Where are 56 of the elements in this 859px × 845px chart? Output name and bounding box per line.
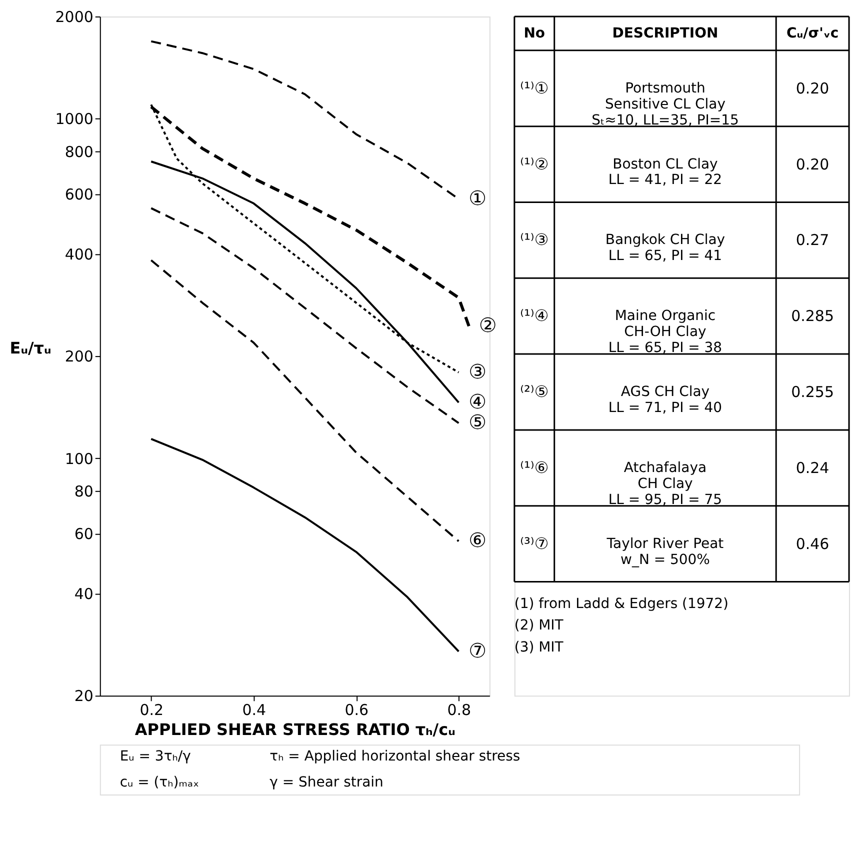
text: (2) MIT (514, 618, 564, 634)
text: ⁽²⁾⑤ (520, 382, 549, 402)
text: Boston CL Clay LL = 41, PI = 22 (608, 156, 722, 188)
text: AGS CH Clay LL = 71, PI = 40 (608, 384, 722, 416)
text: 0.20 (796, 155, 830, 174)
text: Maine Organic CH-OH Clay LL = 65, PI = 38 (608, 308, 722, 356)
text: 0.27 (796, 231, 830, 250)
y-tick-label: 800 (64, 143, 94, 162)
annotation: ② (478, 313, 497, 338)
text: ⁽¹⁾② (520, 154, 549, 174)
text: ⁽¹⁾③ (520, 230, 549, 250)
text: 0.285 (791, 307, 834, 326)
text: (1) from Ladd & Edgers (1972) (514, 596, 728, 612)
text: 0.24 (796, 458, 830, 477)
y-tick-label: 40 (74, 584, 94, 603)
text: DESCRIPTION (612, 25, 718, 42)
y-tick-label: 60 (74, 525, 94, 544)
text: cᵤ = (τₕ)ₘₐₓ (120, 774, 200, 791)
line-series (150, 259, 460, 542)
y-tick-label: 600 (64, 186, 94, 204)
text: 0.255 (791, 383, 834, 402)
y-tick-label: 400 (64, 245, 94, 264)
annotation: ③ (468, 359, 487, 384)
annotation: ⑦ (468, 638, 487, 662)
y-tick-label: 2000 (55, 8, 94, 26)
text: ⁽³⁾⑦ (520, 534, 549, 553)
y-tick-label: 1000 (55, 110, 94, 128)
text: ⁽¹⁾④ (520, 306, 549, 326)
y-tick-label: 80 (74, 482, 94, 501)
text: (3) MIT (514, 640, 564, 656)
text: 0.20 (796, 79, 830, 98)
x-tick-label: 0.2 (140, 701, 164, 720)
annotation: ⑥ (468, 528, 487, 552)
annotation: ① (468, 186, 487, 210)
y-tick-label: 100 (64, 450, 94, 468)
y-tick-label: 200 (64, 348, 94, 366)
text: ⁽¹⁾① (520, 78, 549, 98)
text: τₕ = Applied horizontal shear stress (270, 748, 520, 765)
line-series (150, 438, 460, 652)
text: Bangkok CH Clay LL = 65, PI = 41 (605, 232, 726, 264)
text: Taylor River Peat w_N = 500% (606, 536, 724, 568)
x-tick-label: 0.4 (242, 701, 266, 720)
y-axis-title: Eᵤ/τᵤ (10, 338, 52, 358)
line-series (150, 207, 460, 424)
text: 0.46 (796, 534, 830, 553)
y-tick-label: 20 (74, 687, 94, 706)
text: Eᵤ = 3τₕ/γ (120, 748, 191, 765)
text: Cᵤ/σ'ᵥc (786, 25, 839, 42)
text: No (524, 25, 546, 42)
text: Atchafalaya CH Clay LL = 95, PI = 75 (608, 460, 722, 508)
x-tick-label: 0.6 (344, 701, 369, 720)
text: ⁽¹⁾⑥ (520, 458, 549, 477)
x-axis-title: APPLIED SHEAR STRESS RATIO τₕ/cᵤ (134, 720, 456, 740)
text: γ = Shear strain (270, 774, 384, 791)
text: Portsmouth Sensitive CL Clay Sₜ≈10, LL=35, PI=15 (592, 80, 739, 128)
x-tick-label: 0.8 (447, 701, 472, 720)
